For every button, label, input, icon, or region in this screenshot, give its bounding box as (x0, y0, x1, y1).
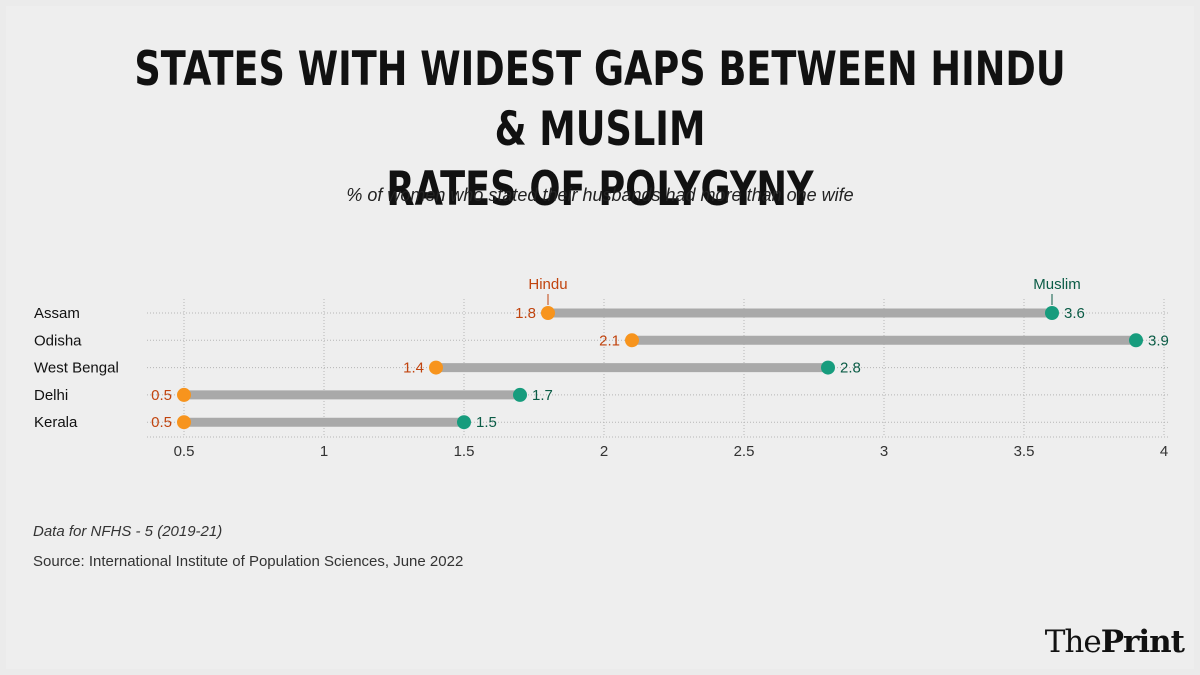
x-tick-label: 0.5 (174, 443, 195, 460)
muslim-value-label: 3.6 (1064, 305, 1085, 322)
x-tick-label: 1.5 (454, 443, 475, 460)
chart-subtitle: % of women who stated their husbands had… (346, 185, 854, 205)
muslim-point (457, 415, 471, 430)
category-label: West Bengal (34, 360, 119, 377)
hindu-value-label: 0.5 (151, 414, 172, 431)
logo-print: Print (1100, 624, 1185, 660)
title-line-1: STATES WITH WIDEST GAPS BETWEEN HINDU & … (134, 42, 1066, 157)
muslim-point (821, 360, 835, 375)
title-line-2: RATES OF POLYGYNY (386, 162, 814, 217)
hindu-value-label: 1.4 (403, 360, 424, 377)
source-note: Source: International Institute of Popul… (33, 553, 464, 570)
hindu-value-label: 0.5 (151, 387, 172, 404)
chart-title: STATES WITH WIDEST GAPS BETWEEN HINDU & … (132, 40, 1068, 220)
category-label: Assam (34, 305, 80, 322)
hindu-point (177, 415, 191, 430)
hindu-point (541, 306, 555, 320)
hindu-value-label: 2.1 (599, 332, 620, 349)
hindu-point (177, 387, 191, 402)
hindu-value-label: 1.8 (515, 305, 536, 322)
muslim-point (1045, 306, 1059, 320)
data-note: Data for NFHS - 5 (2019-21) (33, 523, 223, 540)
muslim-point (1129, 333, 1143, 348)
x-tick-label: 4 (1160, 443, 1168, 460)
hindu-point (625, 333, 639, 348)
muslim-value-label: 1.5 (476, 414, 497, 431)
x-tick-label: 2 (600, 443, 608, 460)
logo-the: The (1044, 624, 1102, 660)
category-label: Odisha (34, 332, 82, 349)
legend-muslim: Muslim (1033, 276, 1081, 293)
x-tick-label: 3.5 (1014, 443, 1035, 460)
x-tick-label: 3 (880, 443, 888, 460)
muslim-value-label: 3.9 (1148, 332, 1169, 349)
legend-hindu: Hindu (528, 276, 567, 293)
theprint-logo: ThePrint (1044, 624, 1185, 660)
x-tick-label: 2.5 (734, 443, 755, 460)
muslim-value-label: 2.8 (840, 360, 861, 377)
x-tick-label: 1 (320, 443, 328, 460)
hindu-point (429, 360, 443, 375)
category-label: Kerala (34, 414, 78, 431)
category-label: Delhi (34, 387, 68, 404)
muslim-value-label: 1.7 (532, 387, 553, 404)
muslim-point (513, 387, 527, 402)
